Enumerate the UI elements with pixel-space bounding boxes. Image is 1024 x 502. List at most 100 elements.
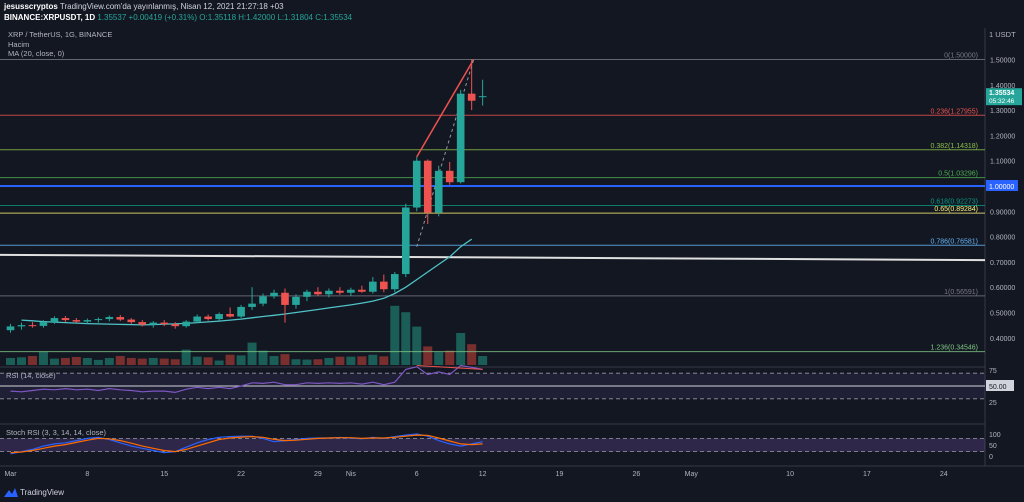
candle-body <box>259 296 267 304</box>
volume-bar <box>258 350 268 365</box>
pair-legend[interactable]: XRP / TetherUS, 1G, BINANCE <box>8 30 113 39</box>
candle-body <box>336 290 344 293</box>
volume-bar <box>60 357 70 365</box>
volume-bar <box>126 357 136 365</box>
volume-bar <box>269 356 279 365</box>
ma-legend[interactable]: MA (20, close, 0) <box>8 49 65 58</box>
volume-bar <box>368 354 378 365</box>
candle-body <box>380 281 388 290</box>
price-axis-label: 1.30000 <box>990 108 1015 115</box>
volume-bar <box>49 358 59 365</box>
rsi-divergence-line <box>416 365 483 370</box>
candle-body <box>237 306 245 317</box>
volume-bar <box>291 359 301 365</box>
candle-body <box>50 318 59 323</box>
volume-bar <box>148 357 158 365</box>
candle-body <box>105 317 114 320</box>
volume-bar <box>137 358 147 365</box>
countdown-timer: 05:32:46 <box>989 98 1015 105</box>
stoch-axis-label: 100 <box>989 432 1001 439</box>
candle-body <box>61 318 70 321</box>
candle-body <box>434 170 443 213</box>
volume-bar <box>214 360 224 365</box>
stoch-axis-label: 50 <box>989 443 997 450</box>
stoch-legend[interactable]: Stoch RSI (3, 3, 14, 14, close) <box>6 428 107 437</box>
rsi-line <box>10 364 483 394</box>
volume-bar <box>379 356 389 365</box>
candle-body <box>303 291 311 297</box>
rsi-level-tag <box>986 380 1014 391</box>
candle-body <box>171 324 179 327</box>
date-axis-label: May <box>685 471 699 478</box>
candle-body <box>456 93 465 183</box>
volume-bar <box>181 349 191 365</box>
candle-body <box>215 314 223 320</box>
chart-header: jesusscryptos TradingView.com'da yayınla… <box>0 0 1024 28</box>
rsi-level-tag-value: 50.00 <box>989 384 1007 391</box>
brand-name[interactable]: TradingView <box>20 488 65 497</box>
candle-body <box>127 319 136 323</box>
volume-legend[interactable]: Hacim <box>8 40 30 49</box>
volume-bar <box>423 346 433 365</box>
candle-body <box>478 96 487 98</box>
candle-body <box>358 289 366 292</box>
price-axis-label: 0.70000 <box>990 260 1015 267</box>
volume-bar <box>6 357 15 365</box>
publisher-name[interactable]: jesusscryptos <box>4 2 58 11</box>
candle-body <box>248 303 256 307</box>
symbol-name[interactable]: BINANCE:XRPUSDT, 1D <box>4 13 96 22</box>
price-axis-label: 0.90000 <box>990 209 1015 216</box>
candle-body <box>182 321 190 327</box>
volume-bar <box>346 356 356 365</box>
volume-bar <box>16 357 26 365</box>
stoch-band <box>0 438 985 452</box>
volume-bar <box>27 356 37 365</box>
fib-diagonal-line <box>416 59 475 247</box>
candle-body <box>401 207 410 275</box>
volume-bar <box>412 326 422 365</box>
rsi-axis-label: 75 <box>989 368 997 375</box>
volume-bar <box>192 356 202 365</box>
date-axis-label: 8 <box>85 471 89 478</box>
last-price-tag <box>986 88 1022 106</box>
published-text: TradingView.com'da yayınlanmış, Nisan 12… <box>59 2 284 11</box>
symbol-info: BINANCE:XRPUSDT, 1D 1.35537 +0.00419 (+0… <box>4 13 352 22</box>
candle-body <box>226 314 234 317</box>
fib-trend-line <box>416 59 475 158</box>
price-change: +0.00419 (+0.31%) <box>128 13 198 22</box>
candle-body <box>325 290 333 295</box>
volume-bar <box>82 357 92 365</box>
tradingview-logo-icon[interactable] <box>3 487 19 499</box>
fib-level-label: 0.786(0.76581) <box>931 238 978 245</box>
volume-bar <box>71 357 81 365</box>
candle-body <box>6 326 15 331</box>
candle-body <box>467 93 476 101</box>
candle-body <box>369 281 377 292</box>
stoch-d-line <box>10 434 483 454</box>
candle-body <box>347 289 355 293</box>
volume-bar <box>302 359 312 365</box>
stoch-axis-label: 0 <box>989 454 993 461</box>
volume-bar <box>170 359 180 365</box>
candle-body <box>314 291 322 295</box>
candle-body <box>17 325 26 327</box>
volume-bar <box>434 352 444 365</box>
rsi-legend[interactable]: RSI (14, close) <box>6 371 56 380</box>
price-axis-label: 1.50000 <box>990 58 1015 65</box>
candle-body <box>28 325 37 327</box>
volume-bar <box>357 356 367 365</box>
volume-bar <box>478 356 488 365</box>
date-axis-label: 12 <box>479 471 487 478</box>
volume-bar <box>247 342 257 365</box>
fib-level-label: 0.5(1.03296) <box>938 171 978 178</box>
chart-canvas[interactable]: 0(1.50000) 0.236(1.27955) 0.382(1.14318) 0.… <box>0 0 1024 484</box>
volume-bar <box>93 359 103 365</box>
candle-body <box>83 320 92 322</box>
volume-bar <box>104 357 114 365</box>
ohlc-values: O:1.35118 H:1.42000 L:1.31804 C:1.35534 <box>199 13 353 22</box>
level-price-tag <box>986 180 1018 191</box>
candle-body <box>292 296 300 305</box>
volume-bar <box>313 359 323 365</box>
fib-level-label: 0.618(0.92273) <box>931 199 978 206</box>
price-axis-label: 1.40000 <box>990 83 1015 90</box>
